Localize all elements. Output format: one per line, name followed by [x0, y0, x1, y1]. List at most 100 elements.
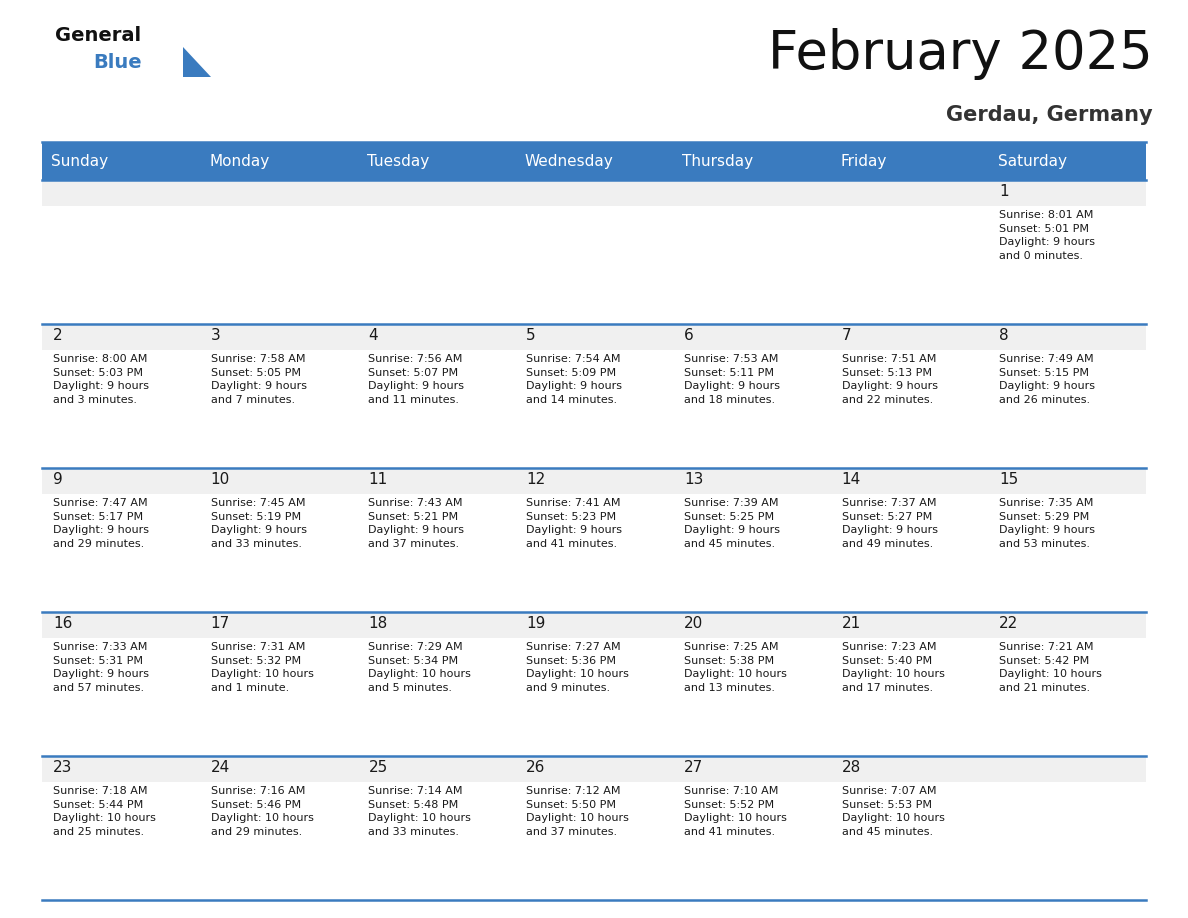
Bar [672, 468, 830, 612]
Bar [200, 324, 358, 350]
Text: 26: 26 [526, 760, 545, 775]
Text: Sunrise: 7:56 AM
Sunset: 5:07 PM
Daylight: 9 hours
and 11 minutes.: Sunrise: 7:56 AM Sunset: 5:07 PM Dayligh… [368, 354, 465, 405]
Text: Sunrise: 7:12 AM
Sunset: 5:50 PM
Daylight: 10 hours
and 37 minutes.: Sunrise: 7:12 AM Sunset: 5:50 PM Dayligh… [526, 786, 630, 836]
Text: Tuesday: Tuesday [367, 153, 429, 169]
Bar [988, 180, 1146, 324]
Bar [200, 756, 358, 782]
Bar [42, 756, 200, 900]
Text: 21: 21 [841, 616, 861, 631]
Text: 18: 18 [368, 616, 387, 631]
Bar [200, 612, 358, 756]
Text: Sunday: Sunday [51, 153, 108, 169]
Text: Sunrise: 7:45 AM
Sunset: 5:19 PM
Daylight: 9 hours
and 33 minutes.: Sunrise: 7:45 AM Sunset: 5:19 PM Dayligh… [210, 498, 307, 549]
Bar [200, 468, 358, 494]
Bar [988, 324, 1146, 468]
Bar [516, 468, 672, 612]
Text: Sunrise: 7:53 AM
Sunset: 5:11 PM
Daylight: 9 hours
and 18 minutes.: Sunrise: 7:53 AM Sunset: 5:11 PM Dayligh… [684, 354, 779, 405]
Bar [42, 612, 200, 638]
Text: 7: 7 [841, 328, 852, 343]
Bar [672, 324, 830, 350]
Bar [42, 468, 200, 612]
Text: Sunrise: 7:29 AM
Sunset: 5:34 PM
Daylight: 10 hours
and 5 minutes.: Sunrise: 7:29 AM Sunset: 5:34 PM Dayligh… [368, 642, 472, 693]
Polygon shape [183, 47, 211, 77]
Text: 15: 15 [999, 472, 1018, 487]
Text: 14: 14 [841, 472, 861, 487]
Text: 28: 28 [841, 760, 861, 775]
Text: Sunrise: 7:37 AM
Sunset: 5:27 PM
Daylight: 9 hours
and 49 minutes.: Sunrise: 7:37 AM Sunset: 5:27 PM Dayligh… [841, 498, 937, 549]
Bar [830, 612, 988, 638]
Bar [672, 180, 830, 206]
Bar [42, 142, 1146, 180]
Text: 3: 3 [210, 328, 221, 343]
Bar [358, 612, 516, 756]
Bar [516, 468, 672, 494]
Text: 13: 13 [684, 472, 703, 487]
Text: General: General [55, 26, 141, 45]
Text: 22: 22 [999, 616, 1018, 631]
Bar [516, 612, 672, 638]
Text: 11: 11 [368, 472, 387, 487]
Text: Sunrise: 7:14 AM
Sunset: 5:48 PM
Daylight: 10 hours
and 33 minutes.: Sunrise: 7:14 AM Sunset: 5:48 PM Dayligh… [368, 786, 472, 836]
Bar [200, 180, 358, 324]
Bar [672, 468, 830, 494]
Text: 4: 4 [368, 328, 378, 343]
Bar [516, 612, 672, 756]
Text: Sunrise: 8:01 AM
Sunset: 5:01 PM
Daylight: 9 hours
and 0 minutes.: Sunrise: 8:01 AM Sunset: 5:01 PM Dayligh… [999, 210, 1095, 261]
Bar [988, 468, 1146, 494]
Bar [42, 180, 200, 206]
Text: 17: 17 [210, 616, 230, 631]
Text: Sunrise: 7:21 AM
Sunset: 5:42 PM
Daylight: 10 hours
and 21 minutes.: Sunrise: 7:21 AM Sunset: 5:42 PM Dayligh… [999, 642, 1102, 693]
Bar [42, 180, 200, 324]
Bar [830, 756, 988, 782]
Text: Sunrise: 7:27 AM
Sunset: 5:36 PM
Daylight: 10 hours
and 9 minutes.: Sunrise: 7:27 AM Sunset: 5:36 PM Dayligh… [526, 642, 630, 693]
Text: 2: 2 [53, 328, 63, 343]
Text: Sunrise: 7:43 AM
Sunset: 5:21 PM
Daylight: 9 hours
and 37 minutes.: Sunrise: 7:43 AM Sunset: 5:21 PM Dayligh… [368, 498, 465, 549]
Bar [358, 180, 516, 206]
Text: 16: 16 [53, 616, 72, 631]
Bar [200, 756, 358, 900]
Bar [516, 756, 672, 900]
Text: Sunrise: 7:58 AM
Sunset: 5:05 PM
Daylight: 9 hours
and 7 minutes.: Sunrise: 7:58 AM Sunset: 5:05 PM Dayligh… [210, 354, 307, 405]
Text: Sunrise: 8:00 AM
Sunset: 5:03 PM
Daylight: 9 hours
and 3 minutes.: Sunrise: 8:00 AM Sunset: 5:03 PM Dayligh… [53, 354, 148, 405]
Text: Sunrise: 7:47 AM
Sunset: 5:17 PM
Daylight: 9 hours
and 29 minutes.: Sunrise: 7:47 AM Sunset: 5:17 PM Dayligh… [53, 498, 148, 549]
Bar [516, 324, 672, 350]
Text: 19: 19 [526, 616, 545, 631]
Bar [988, 612, 1146, 756]
Bar [358, 324, 516, 350]
Text: 25: 25 [368, 760, 387, 775]
Text: Sunrise: 7:35 AM
Sunset: 5:29 PM
Daylight: 9 hours
and 53 minutes.: Sunrise: 7:35 AM Sunset: 5:29 PM Dayligh… [999, 498, 1095, 549]
Text: Sunrise: 7:18 AM
Sunset: 5:44 PM
Daylight: 10 hours
and 25 minutes.: Sunrise: 7:18 AM Sunset: 5:44 PM Dayligh… [53, 786, 156, 836]
Bar [830, 324, 988, 468]
Text: Gerdau, Germany: Gerdau, Germany [947, 105, 1154, 125]
Text: Sunrise: 7:07 AM
Sunset: 5:53 PM
Daylight: 10 hours
and 45 minutes.: Sunrise: 7:07 AM Sunset: 5:53 PM Dayligh… [841, 786, 944, 836]
Text: Monday: Monday [209, 153, 270, 169]
Text: 9: 9 [53, 472, 63, 487]
Text: 8: 8 [999, 328, 1009, 343]
Bar [830, 612, 988, 756]
Text: 23: 23 [53, 760, 72, 775]
Bar [200, 468, 358, 612]
Bar [988, 180, 1146, 206]
Text: 24: 24 [210, 760, 230, 775]
Bar [200, 324, 358, 468]
Bar [358, 468, 516, 494]
Bar [358, 756, 516, 900]
Bar [830, 324, 988, 350]
Bar [42, 612, 200, 756]
Bar [42, 324, 200, 350]
Bar [830, 468, 988, 494]
Text: Sunrise: 7:33 AM
Sunset: 5:31 PM
Daylight: 9 hours
and 57 minutes.: Sunrise: 7:33 AM Sunset: 5:31 PM Dayligh… [53, 642, 148, 693]
Text: Sunrise: 7:31 AM
Sunset: 5:32 PM
Daylight: 10 hours
and 1 minute.: Sunrise: 7:31 AM Sunset: 5:32 PM Dayligh… [210, 642, 314, 693]
Bar [830, 468, 988, 612]
Bar [358, 180, 516, 324]
Text: Sunrise: 7:23 AM
Sunset: 5:40 PM
Daylight: 10 hours
and 17 minutes.: Sunrise: 7:23 AM Sunset: 5:40 PM Dayligh… [841, 642, 944, 693]
Bar [516, 324, 672, 468]
Text: Sunrise: 7:39 AM
Sunset: 5:25 PM
Daylight: 9 hours
and 45 minutes.: Sunrise: 7:39 AM Sunset: 5:25 PM Dayligh… [684, 498, 779, 549]
Text: Blue: Blue [93, 53, 141, 72]
Text: 27: 27 [684, 760, 703, 775]
Bar [830, 180, 988, 324]
Bar [516, 180, 672, 324]
Bar [200, 612, 358, 638]
Text: 12: 12 [526, 472, 545, 487]
Bar [672, 612, 830, 756]
